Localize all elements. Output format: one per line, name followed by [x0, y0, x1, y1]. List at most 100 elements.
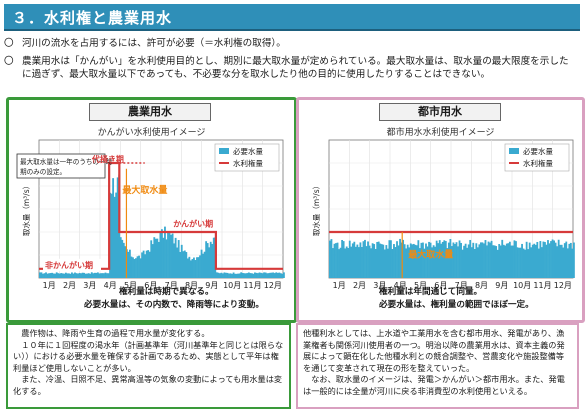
need-bar	[475, 243, 478, 278]
need-bar	[428, 241, 430, 278]
need-bar	[447, 242, 450, 278]
need-bar	[461, 249, 464, 278]
legend-right-label: 水利権量	[233, 158, 263, 168]
need-bar	[492, 245, 494, 278]
need-bar	[100, 273, 102, 278]
need-bar	[351, 243, 354, 278]
need-bar	[170, 234, 172, 278]
need-bar	[83, 272, 86, 278]
need-bar	[463, 245, 466, 278]
need-bar	[250, 273, 253, 278]
section-title: ３．水利権と農業用水	[12, 9, 173, 27]
need-bar	[333, 243, 336, 278]
need-bar	[93, 272, 96, 278]
agri-note-box	[16, 153, 106, 179]
need-bar	[124, 246, 127, 278]
need-bar	[58, 273, 61, 278]
need-bar	[489, 242, 491, 278]
need-bar	[276, 272, 279, 278]
need-bar	[183, 250, 186, 278]
need-bar	[376, 241, 379, 278]
need-bar	[347, 248, 350, 278]
need-bar	[502, 244, 505, 278]
need-bar	[257, 273, 259, 278]
non-irrigation-label-bg	[43, 258, 101, 271]
need-bar	[238, 273, 241, 278]
x-tick-label: 6月	[434, 281, 447, 290]
water-right-line	[39, 161, 283, 270]
x-tick-label: 10月	[513, 281, 531, 290]
need-bar	[354, 246, 357, 278]
need-bar	[338, 249, 340, 278]
need-bar	[390, 240, 392, 278]
need-bar	[51, 272, 54, 278]
need-bar	[357, 247, 360, 278]
x-tick-label: 5月	[124, 281, 137, 290]
need-bar	[281, 273, 284, 278]
need-bar	[551, 239, 554, 278]
need-bar	[106, 273, 108, 278]
need-bar	[557, 239, 560, 278]
need-bar	[39, 272, 41, 278]
agri-paragraph: また、冷温、日照不足、異常高温等の気象の変動によっても用水量は変化する。	[13, 374, 283, 396]
need-bar	[513, 240, 516, 278]
need-bar	[335, 243, 337, 278]
need-bar	[380, 244, 383, 278]
need-bar	[57, 273, 60, 278]
urban-panel: 都市用水 都市用水水利使用イメージ 1月 2月 3月 4月 5月 6月 7月 8月 9月 10月 1…	[296, 97, 585, 323]
need-bar	[67, 273, 70, 278]
need-bar	[252, 273, 255, 278]
need-bar	[138, 255, 140, 278]
need-bar	[383, 249, 386, 278]
need-bar	[168, 233, 171, 278]
need-bar	[222, 273, 224, 278]
bullet-text: 農業用水は「かんがい」を水利使用目的とし、期別に最大取水量が定められている。最大…	[22, 56, 569, 80]
need-bar	[510, 245, 513, 278]
need-bar	[422, 242, 424, 278]
need-bar	[74, 272, 76, 278]
need-bar	[400, 242, 403, 278]
need-bar	[426, 246, 429, 278]
need-bar	[505, 243, 508, 278]
need-bar	[438, 240, 441, 278]
need-bar	[537, 248, 540, 278]
need-bar	[135, 258, 137, 278]
need-bar	[573, 242, 575, 278]
need-bar	[571, 248, 574, 278]
need-bar	[244, 273, 247, 278]
need-bar	[225, 272, 227, 278]
need-bar	[171, 233, 174, 278]
need-bar	[556, 246, 559, 278]
need-bar	[411, 244, 414, 278]
need-bar	[368, 245, 371, 278]
need-bar	[444, 241, 447, 278]
need-bar	[362, 241, 365, 278]
need-bar	[101, 273, 104, 278]
need-bar	[203, 251, 206, 278]
need-bar	[48, 273, 50, 278]
need-bar	[139, 258, 142, 278]
need-bar	[516, 247, 519, 278]
need-bar	[332, 248, 334, 278]
need-bar	[455, 242, 458, 278]
need-bar	[435, 240, 438, 278]
agri-panel: 農業用水 かんがい水利使用イメージ 1月 2月 3月 4月 5月 6月 7月 8月 9月 10月 1…	[6, 97, 297, 323]
need-bar	[64, 272, 67, 278]
need-bar	[388, 240, 391, 278]
need-bar	[157, 241, 160, 278]
need-bar	[418, 248, 421, 278]
need-bar	[231, 273, 233, 278]
need-bar	[527, 249, 530, 278]
need-bar	[148, 251, 151, 278]
need-bar	[197, 257, 200, 278]
need-bar	[531, 244, 534, 278]
need-bar	[397, 245, 400, 278]
need-bar	[454, 243, 456, 278]
y-axis-label: 取水量（m³/s）	[21, 182, 31, 236]
urban-paragraph: なお、取水量のイメージは、発電＞かんがい＞都市用水。また、発電は一般的には全量が…	[303, 374, 565, 396]
need-bar	[423, 248, 426, 278]
need-bar	[208, 247, 211, 278]
need-bar	[432, 245, 435, 278]
agri-note-text-1: 最大取水量は一年のうちの一時	[20, 157, 113, 166]
need-bar	[472, 242, 475, 278]
